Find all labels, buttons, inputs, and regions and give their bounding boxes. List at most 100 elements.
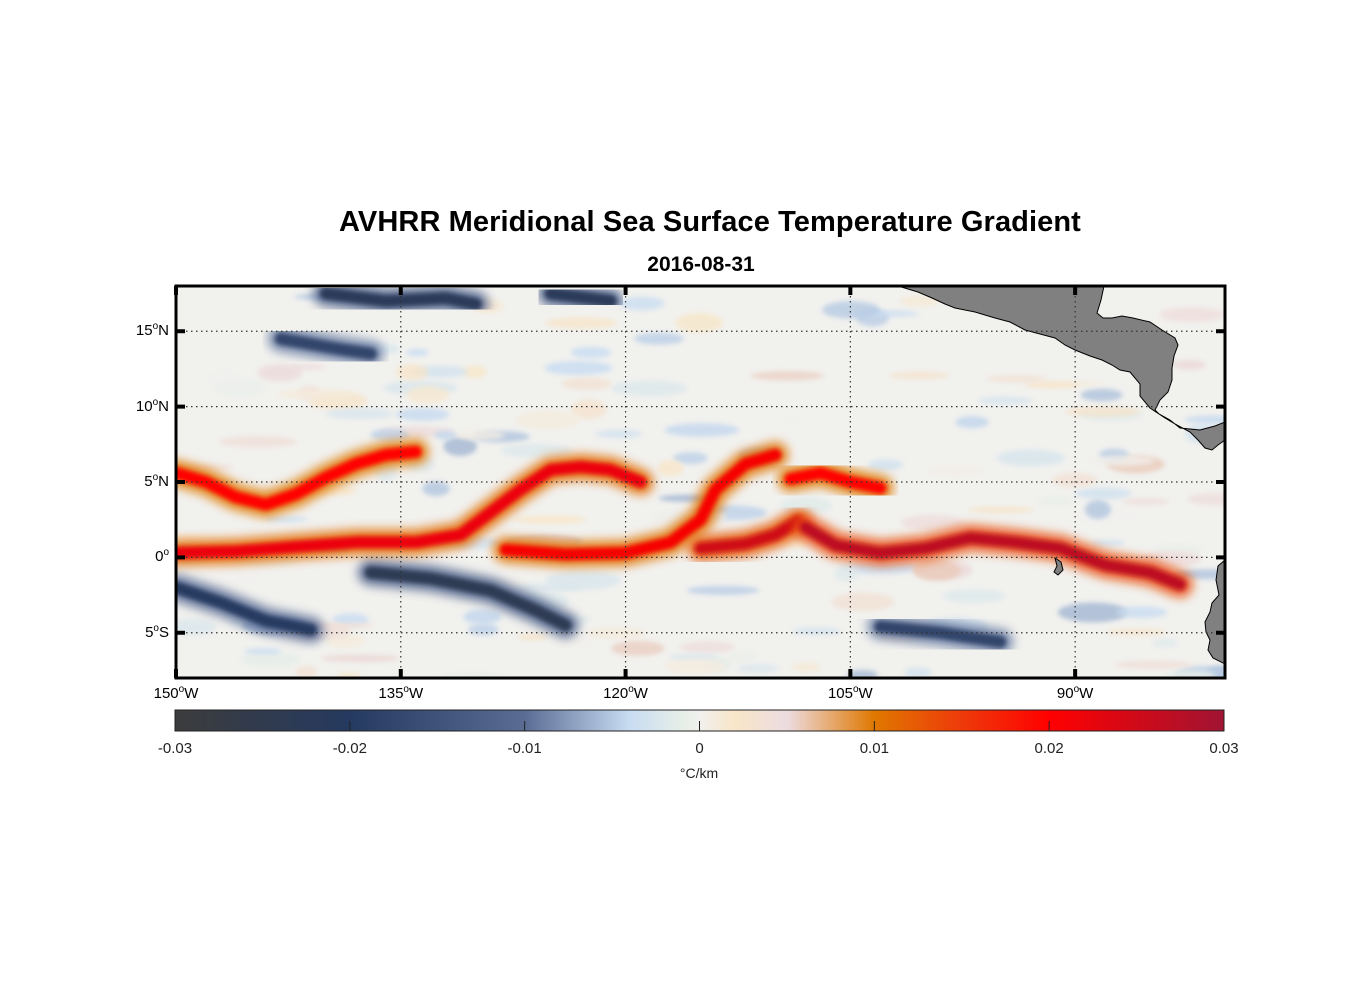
equatorial-front-far-east <box>799 521 1186 591</box>
field-texture-blob <box>1075 487 1132 500</box>
equatorial-front-west <box>176 445 422 511</box>
field-texture-blob <box>513 515 587 525</box>
field-texture-blob <box>841 561 921 575</box>
south-cold-east <box>874 620 1007 648</box>
field-texture-blob <box>899 295 940 307</box>
field-texture-blob <box>675 312 724 333</box>
y-tick-label: 5oN <box>109 473 169 491</box>
north-cold-1 <box>319 287 482 311</box>
equatorial-front-base <box>176 460 647 559</box>
x-tick-number: 135 <box>378 685 404 702</box>
degree-symbol: o <box>152 396 159 408</box>
field-texture-blob <box>834 563 859 583</box>
sst-gradient-field <box>176 286 1225 678</box>
field-texture-blob <box>792 627 842 635</box>
south-cold-mid <box>364 566 572 632</box>
field-texture-blob <box>728 651 758 664</box>
field-texture-blob <box>257 363 303 382</box>
field-texture-blob <box>240 651 302 667</box>
field-texture-blob <box>176 533 207 541</box>
x-tick-hemisphere: W <box>1079 685 1094 702</box>
x-tick-hemisphere: W <box>184 685 199 702</box>
field-texture-blob <box>792 662 821 672</box>
x-tick-label: 120oW <box>586 684 666 703</box>
field-texture-blob <box>515 410 581 430</box>
field-texture-blob <box>207 370 243 385</box>
equatorial-front-east <box>694 515 804 555</box>
x-tick-label: 105oW <box>810 684 890 703</box>
field-texture-blob <box>611 380 688 397</box>
field-texture-blob <box>419 517 459 524</box>
field-texture-blob <box>1114 660 1193 670</box>
field-texture-blob <box>996 449 1066 467</box>
field-texture-blob <box>462 365 487 379</box>
field-texture-blob <box>264 516 308 523</box>
field-texture-blob <box>395 408 450 422</box>
land-layer <box>897 286 1225 665</box>
grid-lines <box>176 286 1225 678</box>
degree-symbol: o <box>852 684 859 695</box>
y-tick-label: 5oS <box>109 623 169 641</box>
field-texture-blob <box>570 399 607 419</box>
field-texture-blob <box>686 585 760 595</box>
x-tick-number: 150 <box>153 685 179 702</box>
field-texture-blob <box>1172 359 1207 371</box>
field-texture-blob <box>868 459 903 471</box>
field-texture-blob <box>1116 606 1168 619</box>
land-central-america <box>897 286 1225 451</box>
field-texture-blob <box>986 375 1048 383</box>
colorbar <box>174 709 1225 732</box>
colorbar-tick-label: -0.03 <box>157 740 193 757</box>
field-texture-blob <box>176 618 217 636</box>
field-texture-blob <box>295 665 318 678</box>
field-texture-blob <box>679 641 735 654</box>
x-tick-label: 135oW <box>361 684 441 703</box>
field-texture-blob <box>405 348 429 356</box>
field-texture-blob <box>336 671 362 678</box>
field-texture-blob <box>1051 473 1098 487</box>
x-tick-label: 150oW <box>136 684 216 703</box>
degree-symbol: o <box>628 684 634 695</box>
degree-symbol: o <box>178 684 185 695</box>
field-texture-blob <box>370 428 409 441</box>
colorbar-tick-label: -0.02 <box>332 740 367 757</box>
south-cold-west <box>176 581 317 636</box>
field-texture-blob <box>1122 498 1170 506</box>
chart-title: AVHRR Meridional Sea Surface Temperature… <box>339 206 1081 238</box>
field-texture-blob <box>243 647 283 655</box>
field-texture-blob <box>557 639 592 646</box>
field-texture-blob <box>619 296 665 311</box>
colorbar-tick-label: 0.01 <box>859 740 889 757</box>
field-texture-blob <box>1090 539 1126 547</box>
field-texture-blob <box>321 654 400 663</box>
field-texture-blob <box>927 465 984 477</box>
north-cold-2 <box>544 287 617 308</box>
field-texture-blob <box>657 459 684 477</box>
field-texture-blob <box>545 570 621 590</box>
field-texture-blob <box>1106 628 1167 636</box>
x-tick-hemisphere: W <box>408 685 424 702</box>
degree-symbol: o <box>1073 684 1080 695</box>
degree-symbol: o <box>403 684 409 695</box>
y-tick-label: 0o <box>109 548 169 566</box>
field-texture-blob <box>831 592 895 612</box>
y-tick-label: 10oN <box>109 396 169 415</box>
field-texture-blob <box>595 429 643 439</box>
field-texture-blob <box>904 667 932 678</box>
field-texture-blob <box>673 452 708 465</box>
field-texture-blob <box>501 443 573 458</box>
y-tick-hemisphere: N <box>158 322 169 340</box>
land-south-america <box>1204 559 1225 665</box>
x-tick-hemisphere: W <box>858 685 873 702</box>
field-texture-blob <box>750 371 825 381</box>
chart-subtitle: 2016-08-31 <box>647 253 755 276</box>
y-tick-hemisphere: N <box>158 397 169 415</box>
field-texture-blob <box>586 626 645 639</box>
field-texture-blob <box>942 589 1005 604</box>
field-texture-blob <box>1162 670 1216 678</box>
y-tick-hemisphere: N <box>158 473 169 490</box>
field-texture-blob <box>1065 406 1141 417</box>
field-texture-blob <box>822 301 880 319</box>
field-texture-blob <box>1187 492 1225 506</box>
field-texture-blob <box>888 371 951 380</box>
